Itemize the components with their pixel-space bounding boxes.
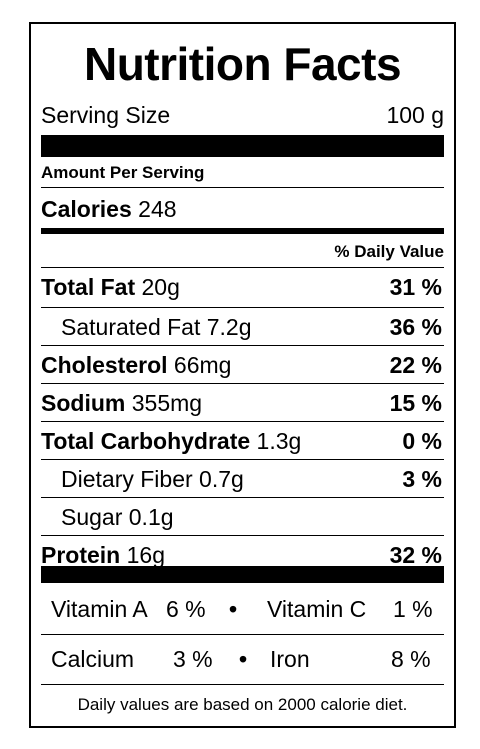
divider	[41, 634, 444, 635]
nutrient-name: Total Carbohydrate	[41, 427, 251, 454]
vitamin-dv: 1 %	[393, 595, 433, 622]
nutrient-amount: 20g	[141, 273, 180, 300]
bullet: •	[229, 595, 238, 622]
footnote: Daily values are based on 2000 calorie d…	[41, 686, 444, 724]
thick-divider	[41, 135, 444, 157]
divider	[41, 535, 444, 536]
nutrient-amount: 7.2g	[206, 313, 252, 340]
daily-value-header-text: % Daily Value	[334, 242, 444, 261]
vitamin-dv: 8 %	[391, 645, 431, 672]
calories-value: 248	[138, 195, 177, 222]
divider	[41, 684, 444, 685]
nutrient-row-sodium: Sodium 355mg 15 %	[41, 385, 444, 421]
vitamin-name: Vitamin A	[51, 595, 148, 622]
vitamin-name: Iron	[270, 645, 310, 672]
calories-row: Calories 248	[41, 192, 444, 226]
nutrient-dv: 15 %	[389, 389, 442, 416]
nutrient-text: Sugar 0.1g	[41, 504, 174, 531]
divider	[41, 421, 444, 422]
nutrient-text: Dietary Fiber 0.7g	[41, 466, 244, 493]
nutrient-row-saturated-fat: Saturated Fat 7.2g 36 %	[41, 309, 444, 345]
nutrient-text: Saturated Fat 7.2g	[41, 314, 252, 341]
nutrient-name: Sugar	[61, 503, 123, 530]
bullet: •	[239, 645, 248, 672]
calories-text: Calories 248	[41, 196, 177, 223]
nutrient-amount: 1.3g	[256, 427, 302, 454]
divider	[41, 187, 444, 188]
serving-size-value: 100 g	[386, 101, 444, 128]
nutrient-text: Sodium 355mg	[41, 390, 202, 417]
label-title: Nutrition Facts	[83, 38, 402, 90]
nutrient-dv: 0 %	[402, 427, 442, 454]
divider	[41, 345, 444, 346]
divider	[41, 307, 444, 308]
calories-label: Calories	[41, 195, 132, 222]
serving-size-row: Serving Size 100 g	[41, 98, 444, 132]
nutrient-name: Sodium	[41, 389, 126, 416]
nutrient-row-total-carbohydrate: Total Carbohydrate 1.3g 0 %	[41, 423, 444, 459]
nutrient-amount: 0.7g	[199, 465, 244, 492]
nutrient-dv: 36 %	[389, 313, 442, 340]
nutrient-row-cholesterol: Cholesterol 66mg 22 %	[41, 347, 444, 383]
nutrient-dv: 31 %	[389, 273, 442, 300]
nutrient-text: Total Fat 20g	[41, 274, 180, 301]
nutrient-text: Total Carbohydrate 1.3g	[41, 428, 301, 455]
nutrient-name: Dietary Fiber	[61, 465, 193, 492]
nutrient-amount: 66mg	[173, 351, 232, 378]
minerals-row: Calcium 3 % • Iron 8 %	[41, 636, 444, 682]
daily-value-header: % Daily Value	[41, 237, 444, 267]
divider	[41, 459, 444, 460]
divider	[41, 267, 444, 268]
vitamins-row: Vitamin A 6 % • Vitamin C 1 %	[41, 586, 444, 632]
divider	[41, 383, 444, 384]
vitamin-name: Vitamin C	[267, 595, 367, 622]
nutrient-amount: 16g	[126, 541, 165, 568]
nutrient-dv: 32 %	[389, 541, 442, 568]
nutrient-text: Cholesterol 66mg	[41, 352, 231, 379]
divider	[41, 497, 444, 498]
nutrient-amount: 0.1g	[128, 503, 174, 530]
nutrient-dv: 3 %	[402, 465, 442, 492]
nutrient-row-sugar: Sugar 0.1g	[41, 499, 444, 535]
nutrient-text: Protein 16g	[41, 542, 165, 569]
nutrient-name: Protein	[41, 541, 121, 568]
nutrient-name: Cholesterol	[41, 351, 168, 378]
nutrient-row-total-fat: Total Fat 20g 31 %	[41, 269, 444, 305]
thick-divider	[41, 566, 444, 583]
nutrient-amount: 355mg	[131, 389, 203, 416]
serving-size-label: Serving Size	[41, 101, 171, 128]
medium-divider	[41, 228, 444, 234]
nutrition-facts-label: Nutrition Facts Serving Size 100 g Amoun…	[29, 22, 456, 728]
vitamin-dv: 6 %	[166, 595, 206, 622]
vitamin-dv: 3 %	[173, 645, 213, 672]
amount-per-serving-text: Amount Per Serving	[41, 163, 205, 182]
nutrient-row-dietary-fiber: Dietary Fiber 0.7g 3 %	[41, 461, 444, 497]
nutrient-name: Total Fat	[41, 273, 136, 300]
amount-per-serving: Amount Per Serving	[41, 160, 444, 186]
nutrient-dv: 22 %	[389, 351, 442, 378]
nutrient-row-protein: Protein 16g 32 %	[41, 537, 444, 573]
nutrient-name: Saturated Fat	[61, 313, 201, 340]
vitamin-name: Calcium	[51, 645, 135, 672]
footnote-text: Daily values are based on 2000 calorie d…	[77, 695, 408, 714]
